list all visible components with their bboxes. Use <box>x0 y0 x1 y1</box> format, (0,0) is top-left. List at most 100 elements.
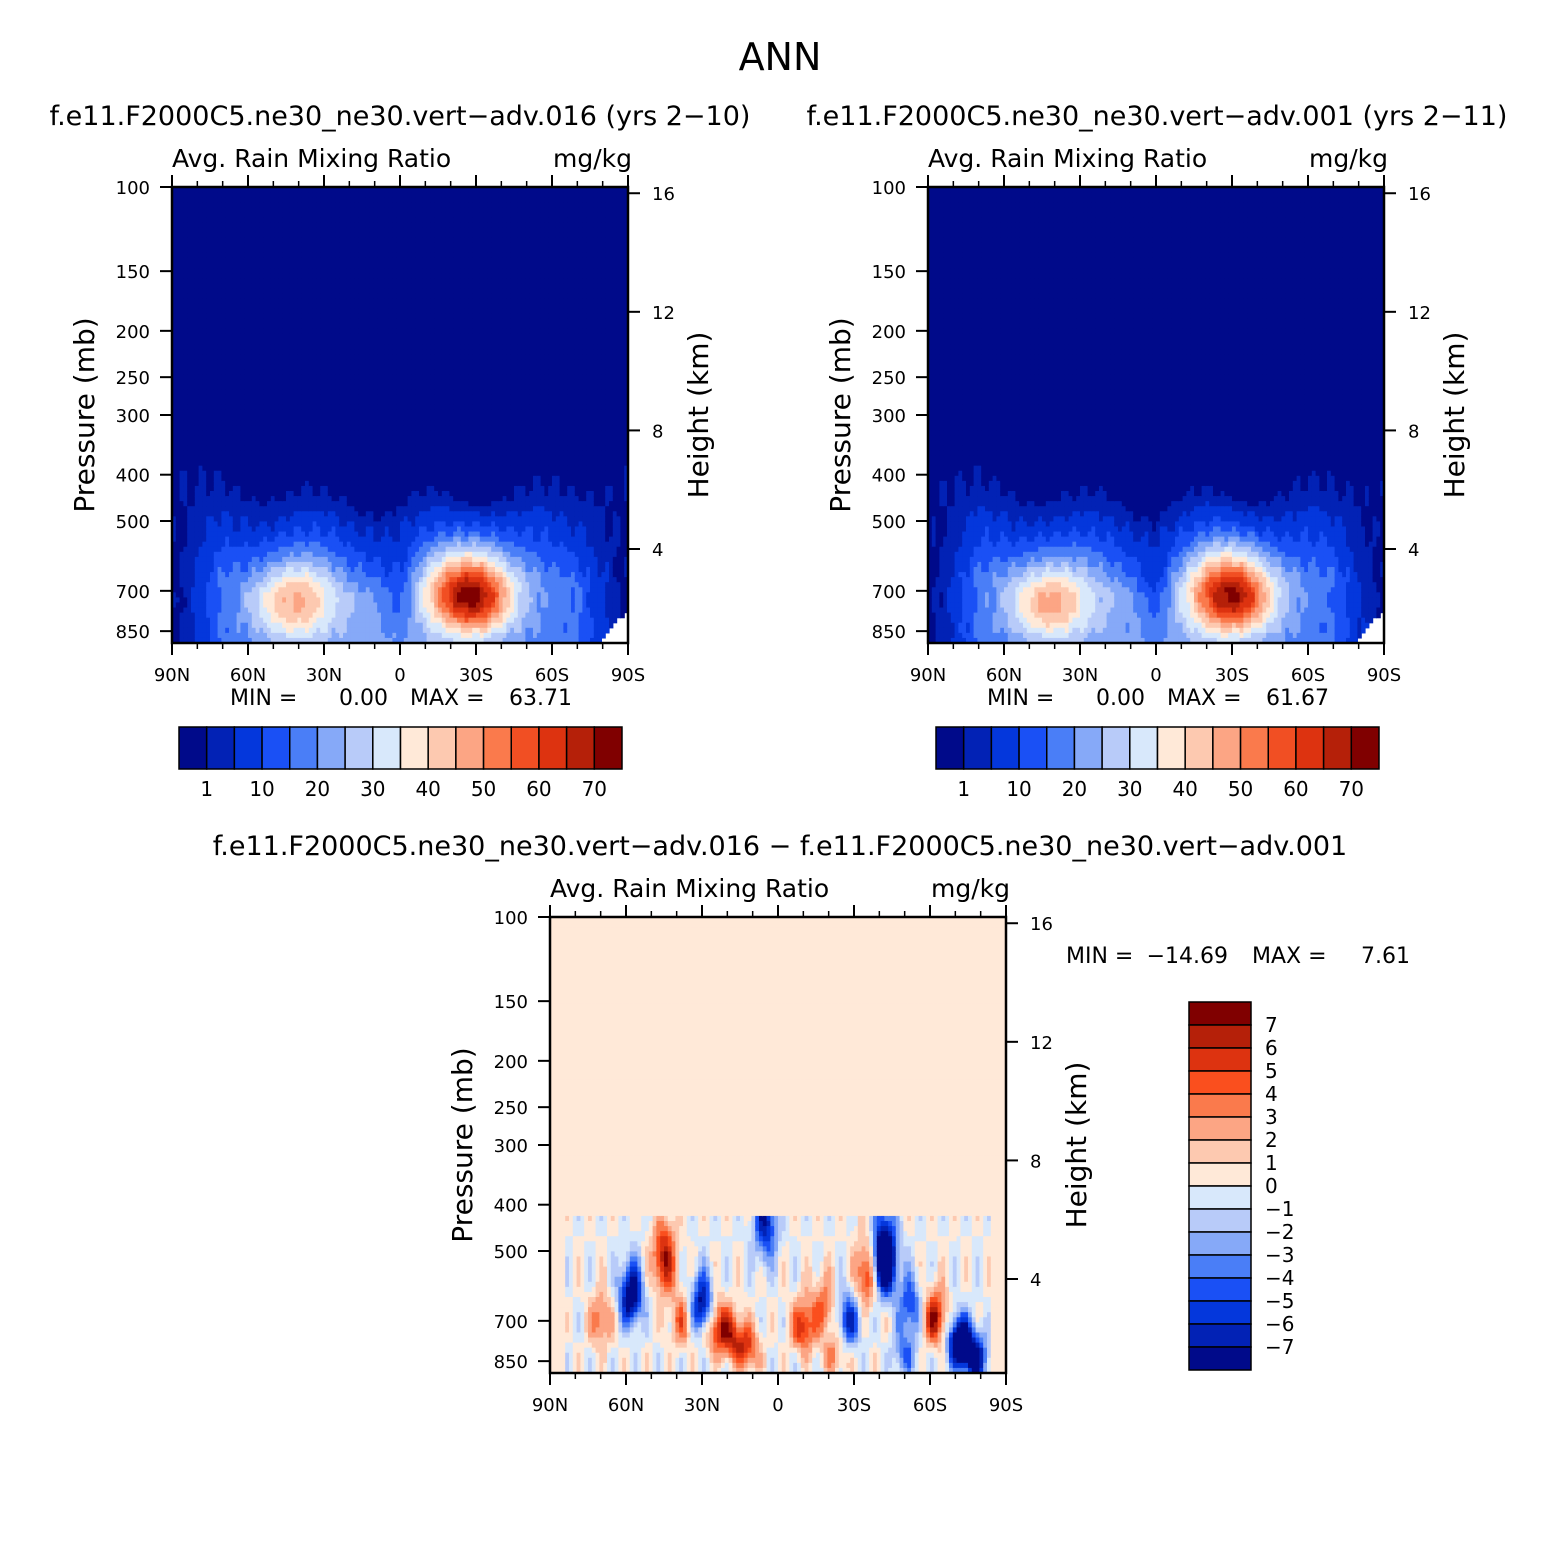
field-cell <box>320 197 325 203</box>
field-cell <box>213 536 219 543</box>
field-cell <box>354 344 359 350</box>
field-cell <box>183 303 188 310</box>
field-cell <box>335 293 340 300</box>
field-cell <box>175 572 181 578</box>
field-cell <box>316 197 321 203</box>
field-cell <box>346 485 352 492</box>
field-cell <box>172 268 177 274</box>
field-cell <box>274 622 279 629</box>
field-cell <box>308 425 314 431</box>
field-cell <box>255 637 260 644</box>
field-cell <box>274 227 279 234</box>
field-cell <box>259 328 264 335</box>
field-cell <box>187 592 192 598</box>
field-cell <box>324 328 329 335</box>
field-cell <box>331 511 336 517</box>
field-cell <box>248 283 253 289</box>
field-cell <box>297 516 302 522</box>
field-cell <box>248 232 253 239</box>
field-cell <box>301 192 306 198</box>
field-cell <box>191 511 196 517</box>
field-cell <box>194 572 200 578</box>
field-cell <box>183 339 188 345</box>
field-cell <box>278 531 283 538</box>
field-cell <box>213 232 219 239</box>
field-cell <box>346 465 352 472</box>
field-cell <box>229 541 234 548</box>
field-cell <box>369 192 374 198</box>
field-cell <box>267 425 272 431</box>
field-cell <box>221 622 226 629</box>
field-cell <box>255 556 260 563</box>
field-cell <box>369 516 374 522</box>
field-cell <box>327 303 333 310</box>
field-cell <box>324 212 329 218</box>
field-cell <box>324 283 329 289</box>
field-cell <box>270 359 276 365</box>
field-cell <box>236 252 241 259</box>
field-cell <box>194 506 200 512</box>
field-cell <box>179 369 184 376</box>
field-cell <box>255 313 260 320</box>
field-cell <box>301 587 306 593</box>
field-cell <box>221 582 226 588</box>
field-cell <box>175 308 181 315</box>
field-cell <box>255 394 260 401</box>
field-cell <box>278 567 283 573</box>
field-cell <box>175 278 181 284</box>
field-cell <box>373 465 378 472</box>
field-cell <box>259 273 264 279</box>
field-cell <box>339 607 344 614</box>
field-cell <box>221 263 226 269</box>
field-cell <box>312 455 317 462</box>
field-cell <box>377 313 382 320</box>
field-cell <box>194 567 200 573</box>
field-cell <box>206 425 211 431</box>
field-cell <box>213 197 219 203</box>
field-cell <box>274 187 279 193</box>
field-cell <box>187 556 192 563</box>
field-cell <box>308 511 314 517</box>
field-cell <box>358 192 363 198</box>
field-cell <box>210 612 215 619</box>
field-cell <box>172 491 177 497</box>
field-cell <box>274 313 279 320</box>
field-cell <box>373 506 378 512</box>
field-cell <box>358 622 363 629</box>
field-cell <box>210 328 215 335</box>
field-cell <box>270 257 276 264</box>
field-cell <box>365 379 371 386</box>
field-cell <box>175 349 181 355</box>
field-cell <box>236 577 241 583</box>
field-cell <box>339 187 344 193</box>
field-cell <box>240 384 245 391</box>
field-cell <box>225 491 230 497</box>
field-cell <box>282 450 287 457</box>
field-cell <box>225 501 230 507</box>
field-cell <box>183 435 188 441</box>
field-cell <box>312 435 317 441</box>
field-cell <box>282 632 287 639</box>
field-cell <box>191 328 196 335</box>
field-cell <box>358 227 363 234</box>
field-cell <box>255 450 260 457</box>
field-cell <box>194 546 200 553</box>
field-cell <box>183 222 188 229</box>
field-cell <box>381 399 386 406</box>
field-cell <box>194 531 200 538</box>
field-cell <box>339 202 344 208</box>
field-cell <box>327 288 333 294</box>
field-cell <box>293 273 298 279</box>
field-cell <box>316 465 321 472</box>
field-cell <box>198 597 203 604</box>
field-cell <box>331 501 336 507</box>
field-cell <box>236 409 241 416</box>
field-cell <box>274 607 279 614</box>
field-cell <box>179 293 184 300</box>
field-cell <box>316 470 321 477</box>
field-cell <box>282 430 287 436</box>
field-cell <box>339 399 344 406</box>
field-cell <box>301 491 306 497</box>
field-cell <box>221 480 226 487</box>
field-cell <box>365 399 371 406</box>
